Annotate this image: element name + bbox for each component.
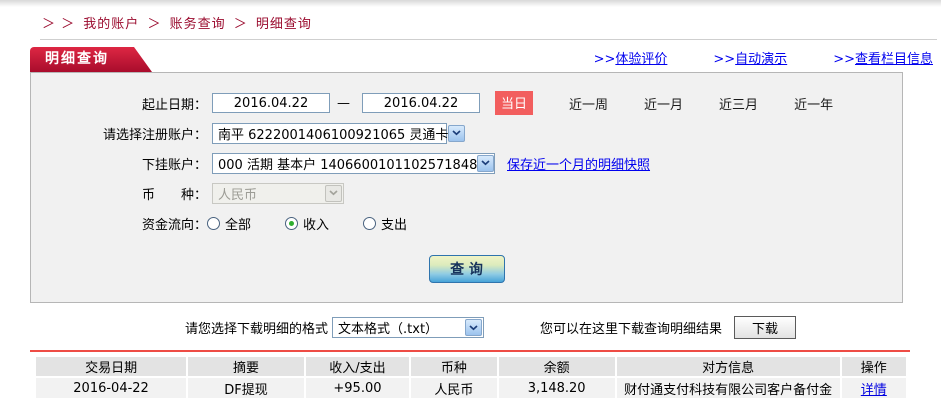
link-arrows-prefix: >> (713, 52, 736, 67)
download-button[interactable]: 下载 (734, 316, 797, 339)
sub-account-value: 000 活期 基本户 1406600101102571848 (218, 157, 478, 173)
registered-account-value: 南平 6222001406100921065 灵通卡 (218, 127, 449, 143)
breadcrumb-divider (40, 39, 937, 40)
download-row: 请您选择下载明细的格式 文本格式（.txt） 您可以在这里下载查询明细结果 下载 (185, 316, 941, 339)
flow-radio-income-label: 收入 (303, 217, 330, 233)
radio-icon (363, 216, 377, 230)
registered-account-label: 请选择注册账户： (102, 127, 207, 143)
breadcrumb-item-account-query[interactable]: 账务查询 (169, 17, 226, 32)
flow-radio-group: 全部 收入 支出 (207, 214, 441, 233)
chevron-down-icon (448, 124, 466, 142)
table-row: 2016-04-22 DF提现 +95.00 人民币 3,148.20 财付通支… (36, 378, 906, 398)
column-header-amount: 收入/支出 (305, 357, 409, 376)
breadcrumb-item-my-account[interactable]: 我的账户 (83, 17, 140, 32)
cell-amount: +95.00 (305, 378, 409, 398)
query-button-row: 查 询 (31, 255, 902, 283)
quick-range-month-button[interactable]: 近一月 (644, 97, 684, 113)
breadcrumb-prefix: ＞ ＞ (42, 17, 76, 32)
quick-range-today-button[interactable]: 当日 (495, 91, 534, 115)
top-gradient-bar (0, 0, 941, 7)
radio-checked-icon (285, 216, 299, 230)
table-top-divider (30, 350, 910, 352)
tab-detail-query[interactable]: 明细查询 (30, 47, 152, 72)
currency-select: 人民币 (212, 182, 344, 204)
cell-counterparty: 财付通支付科技有限公司客户备付金 (616, 378, 840, 398)
date-from-input[interactable] (212, 93, 330, 113)
radio-icon (207, 216, 220, 230)
chevron-down-icon (465, 319, 483, 336)
flow-direction-row: 资金流向： 全部 收入 支出 (31, 208, 902, 238)
breadcrumb: ＞ ＞ 我的账户 ＞ 账务查询 ＞ 明细查询 (42, 13, 941, 32)
header-links: >>体验评价 >>自动演示 >>查看栏目信息 (594, 48, 935, 72)
date-separator: — (337, 95, 350, 111)
column-header-balance: 余额 (498, 357, 615, 376)
link-arrows-prefix: >> (593, 52, 616, 67)
breadcrumb-separator: ＞ (147, 17, 162, 32)
registered-account-row: 请选择注册账户： 南平 6222001406100921065 灵通卡 (31, 118, 902, 148)
quick-range-year-button[interactable]: 近一年 (794, 97, 834, 113)
auto-demo-link[interactable]: >>自动演示 (713, 52, 788, 67)
cell-summary: DF提现 (188, 378, 304, 398)
flow-radio-income[interactable]: 收入 (285, 214, 329, 233)
registered-account-select[interactable]: 南平 6222001406100921065 灵通卡 (212, 122, 466, 144)
section-header: 明细查询 >>体验评价 >>自动演示 >>查看栏目信息 (30, 45, 935, 72)
flow-direction-label: 资金流向： (141, 217, 207, 233)
quick-range-week-button[interactable]: 近一周 (569, 97, 609, 113)
column-header-counterparty: 对方信息 (616, 357, 840, 376)
column-header-date: 交易日期 (36, 357, 187, 376)
column-header-summary: 摘要 (188, 357, 304, 376)
download-format-select[interactable]: 文本格式（.txt） (332, 317, 485, 338)
view-column-info-link[interactable]: >>查看栏目信息 (833, 52, 933, 67)
download-format-value: 文本格式（.txt） (338, 322, 439, 337)
experience-review-link[interactable]: >>体验评价 (593, 52, 668, 67)
cell-balance: 3,148.20 (498, 378, 615, 398)
date-to-input[interactable] (362, 93, 480, 113)
currency-label: 币 种： (141, 187, 207, 203)
column-header-action: 操作 (841, 357, 906, 376)
sub-account-select[interactable]: 000 活期 基本户 1406600101102571848 (212, 152, 495, 174)
chevron-down-icon (477, 154, 495, 172)
table-header-row: 交易日期 摘要 收入/支出 币种 余额 对方信息 操作 (36, 357, 906, 376)
chevron-down-icon (325, 184, 342, 202)
breadcrumb-item-detail-query[interactable]: 明细查询 (255, 17, 312, 32)
cell-action: 详情 (841, 378, 906, 398)
breadcrumb-separator: ＞ (233, 17, 248, 32)
save-monthly-snapshot-link[interactable]: 保存近一个月的明细快照 (507, 157, 651, 173)
flow-radio-expense[interactable]: 支出 (363, 214, 407, 233)
quick-range-quarter-button[interactable]: 近三月 (719, 97, 759, 113)
sub-account-label: 下挂账户： (141, 157, 207, 173)
flow-radio-all-label: 全部 (225, 217, 252, 233)
query-form-panel: 起止日期： — 当日 近一周 近一月 近三月 近一年 请选择注册账户： 南平 6… (30, 72, 903, 303)
cell-currency: 人民币 (410, 378, 497, 398)
flow-radio-expense-label: 支出 (381, 217, 408, 233)
query-button[interactable]: 查 询 (428, 255, 505, 283)
download-hint-text: 您可以在这里下载查询明细结果 (540, 322, 723, 337)
sub-account-row: 下挂账户： 000 活期 基本户 1406600101102571848 保存近… (31, 148, 902, 178)
link-arrows-prefix: >> (833, 52, 855, 67)
column-header-currency: 币种 (410, 357, 497, 376)
date-range-row: 起止日期： — 当日 近一周 近一月 近三月 近一年 (31, 88, 902, 118)
currency-value: 人民币 (218, 187, 258, 203)
flow-radio-all[interactable]: 全部 (207, 214, 251, 233)
cell-date: 2016-04-22 (36, 378, 187, 398)
detail-link[interactable]: 详情 (860, 382, 887, 398)
currency-row: 币 种： 人民币 (31, 178, 902, 208)
date-range-label: 起止日期： (141, 97, 207, 113)
download-format-label: 请您选择下载明细的格式 (185, 322, 329, 337)
transactions-table: 交易日期 摘要 收入/支出 币种 余额 对方信息 操作 2016-04-22 D… (34, 355, 908, 400)
